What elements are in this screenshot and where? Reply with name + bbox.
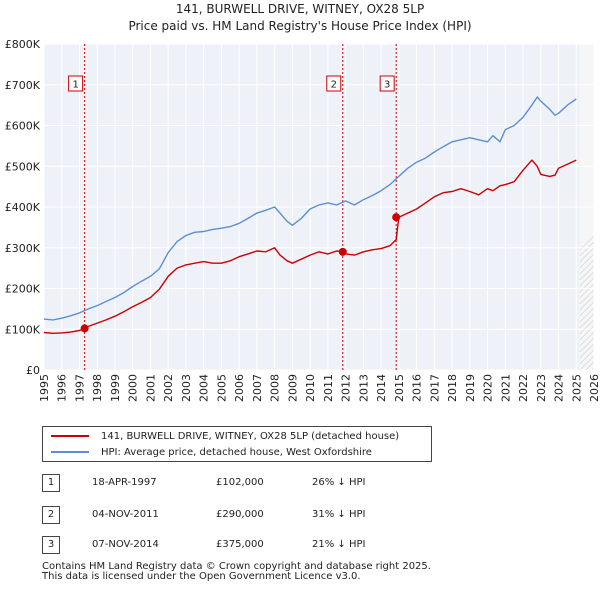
sale-hpi-diff: 21% ↓ HPI	[312, 539, 366, 550]
legend-swatch-property	[51, 435, 89, 437]
property-series-line	[43, 159, 577, 334]
x-tick-label: 1995	[38, 374, 51, 402]
sale-number-badge: 1	[42, 474, 60, 492]
forecast-hatch	[579, 301, 595, 317]
x-tick-label: 1999	[109, 374, 122, 402]
x-tick-label: 1997	[73, 374, 86, 402]
x-tick-label: 2002	[162, 374, 175, 402]
y-tick-label: £700K	[5, 79, 41, 92]
x-tick-label: 2011	[322, 374, 335, 402]
price-chart: 1 2 3 £0 £100K £200K £300K £400K £500K £600K £700…	[5, 38, 600, 402]
sale-number-badge: 3	[42, 536, 60, 554]
x-tick-label: 2016	[411, 374, 424, 402]
x-tick-label: 2005	[215, 374, 228, 402]
sale-price: £375,000	[216, 539, 264, 550]
x-tick-label: 2022	[517, 374, 530, 402]
attribution-line-1: Contains HM Land Registry data © Crown c…	[42, 561, 431, 572]
x-tick-label: 2006	[233, 374, 246, 402]
legend-swatch-hpi	[51, 451, 89, 453]
legend-label-hpi: HPI: Average price, detached house, West…	[101, 446, 372, 458]
x-tick-label: 2001	[144, 374, 157, 402]
y-tick-label: £500K	[5, 160, 41, 173]
forecast-hatch	[579, 307, 595, 323]
y-tick-label: £600K	[5, 120, 41, 133]
x-tick-label: 1998	[91, 374, 104, 402]
attribution-line-2: This data is licensed under the Open Gov…	[42, 571, 361, 582]
x-tick-label: 2018	[446, 374, 459, 402]
y-tick-label: £300K	[5, 242, 41, 255]
x-tick-label: 2000	[127, 374, 140, 402]
sale-date: 18-APR-1997	[92, 477, 157, 488]
attribution: Contains HM Land Registry data © Crown c…	[42, 562, 431, 582]
x-tick-label: 2024	[553, 374, 566, 402]
sale-hpi-diff: 26% ↓ HPI	[312, 477, 366, 488]
y-tick-label: £0	[26, 364, 40, 377]
sale-price: £102,000	[216, 477, 264, 488]
x-tick-label: 2017	[428, 374, 441, 402]
x-tick-label: 2021	[499, 374, 512, 402]
chart-title: 141, BURWELL DRIVE, WITNEY, OX28 5LP	[175, 2, 425, 16]
table-row: 1 18-APR-1997 £102,000 26% ↓ HPI	[42, 474, 562, 492]
legend-label-property: 141, BURWELL DRIVE, WITNEY, OX28 5LP (de…	[101, 430, 400, 442]
sale-number-badge: 2	[42, 506, 60, 524]
x-tick-label: 2010	[304, 374, 317, 402]
sale-label-box-2	[326, 75, 342, 92]
sale-label-box-3	[379, 75, 395, 92]
sale-label-1: 1	[72, 80, 78, 91]
x-tick-label: 2014	[375, 374, 388, 402]
hpi-series-line	[43, 96, 577, 321]
chart-legend: 141, BURWELL DRIVE, WITNEY, OX28 5LP (de…	[42, 426, 432, 462]
sale-point-2	[338, 247, 347, 256]
x-tick-label: 2015	[393, 374, 406, 402]
x-tick-label: 2026	[588, 374, 600, 402]
chart-subtitle: Price paid vs. HM Land Registry's House …	[128, 19, 472, 33]
sale-label-box-1	[68, 75, 84, 92]
sale-date: 07-NOV-2014	[92, 539, 159, 550]
x-tick-label: 2003	[180, 374, 193, 402]
table-row: 2 04-NOV-2011 £290,000 31% ↓ HPI	[42, 506, 562, 524]
sale-hpi-diff: 31% ↓ HPI	[312, 509, 366, 520]
x-tick-label: 2008	[269, 374, 282, 402]
x-tick-label: 2012	[340, 374, 353, 402]
y-tick-label: £100K	[5, 323, 41, 336]
x-tick-label: 2013	[357, 374, 370, 402]
x-tick-label: 2019	[464, 374, 477, 402]
y-tick-label: £400K	[5, 201, 41, 214]
x-tick-label: 2023	[535, 374, 548, 402]
sale-point-3	[392, 213, 401, 222]
x-tick-label: 2004	[198, 374, 211, 402]
sale-date: 04-NOV-2011	[92, 509, 159, 520]
x-tick-label: 1996	[56, 374, 69, 402]
x-tick-label: 2020	[482, 374, 495, 402]
y-tick-label: £200K	[5, 283, 41, 296]
x-tick-label: 2025	[570, 374, 583, 402]
sale-price: £290,000	[216, 509, 264, 520]
legend-item-property: 141, BURWELL DRIVE, WITNEY, OX28 5LP (de…	[51, 429, 399, 443]
x-tick-label: 2009	[286, 374, 299, 402]
sale-label-3: 3	[384, 80, 390, 91]
sale-label-2: 2	[331, 80, 337, 91]
table-row: 3 07-NOV-2014 £375,000 21% ↓ HPI	[42, 536, 562, 554]
y-tick-label: £800K	[5, 38, 41, 51]
forecast-hatch	[579, 313, 595, 329]
sale-point-1	[80, 324, 89, 333]
x-tick-label: 2007	[251, 374, 264, 402]
legend-item-hpi: HPI: Average price, detached house, West…	[51, 445, 372, 459]
